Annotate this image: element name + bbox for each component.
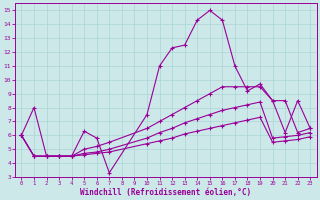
X-axis label: Windchill (Refroidissement éolien,°C): Windchill (Refroidissement éolien,°C) [80,188,252,197]
